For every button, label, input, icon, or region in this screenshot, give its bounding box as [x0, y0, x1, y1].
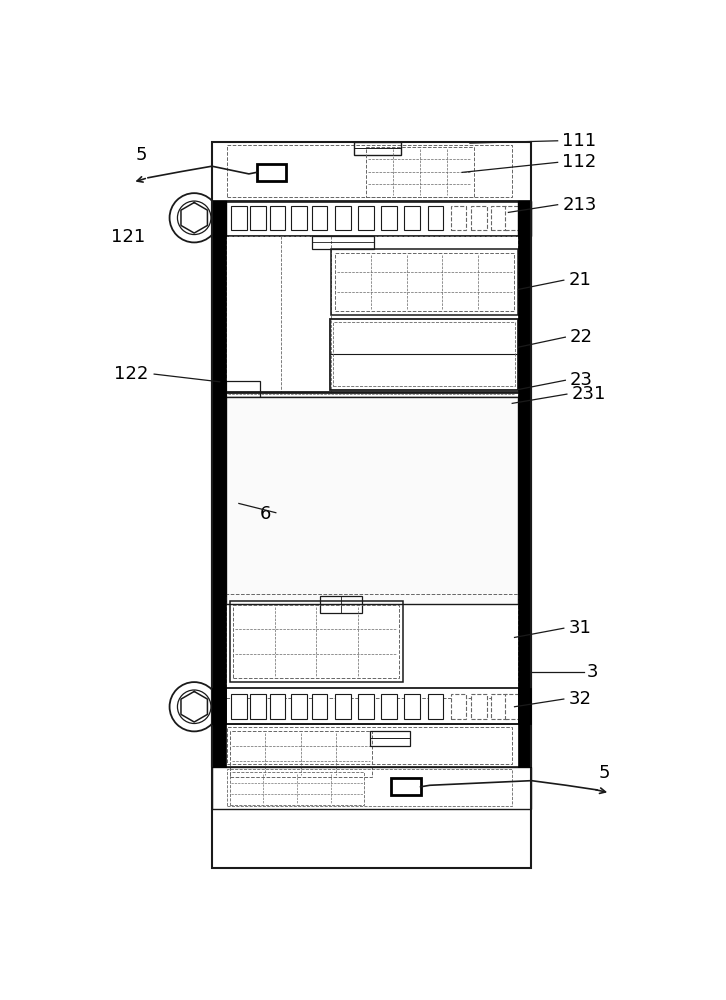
Bar	[231, 206, 247, 230]
Bar	[312, 694, 327, 719]
Bar	[333, 322, 515, 386]
Bar	[226, 594, 518, 698]
Bar	[518, 688, 531, 724]
Bar	[354, 142, 401, 155]
Bar	[212, 142, 531, 202]
Bar	[370, 731, 409, 746]
Text: 23: 23	[570, 371, 593, 389]
Bar	[358, 206, 374, 230]
Bar	[229, 772, 364, 805]
Bar	[451, 206, 466, 230]
Bar	[428, 206, 443, 230]
Bar	[227, 727, 513, 764]
Bar	[226, 381, 261, 403]
Bar	[256, 164, 286, 181]
Bar	[381, 694, 396, 719]
Bar	[229, 731, 372, 777]
Text: 31: 31	[568, 619, 591, 637]
Bar	[492, 694, 507, 719]
Text: 5: 5	[135, 146, 147, 164]
Text: 5: 5	[598, 764, 610, 782]
Bar	[505, 206, 520, 230]
Bar	[212, 201, 226, 767]
Text: 6: 6	[260, 505, 272, 523]
Bar	[212, 688, 531, 724]
Bar	[212, 688, 226, 724]
Bar	[471, 206, 487, 230]
Bar	[291, 694, 306, 719]
Text: 213: 213	[562, 196, 597, 214]
Text: 112: 112	[562, 153, 597, 171]
Bar	[471, 694, 487, 719]
Bar	[212, 724, 531, 767]
Bar	[226, 235, 518, 601]
Bar	[335, 694, 351, 719]
Bar	[312, 206, 327, 230]
Bar	[212, 201, 531, 235]
Bar	[330, 319, 518, 389]
Bar	[505, 694, 520, 719]
Bar	[404, 206, 420, 230]
Bar	[331, 249, 518, 315]
Bar	[250, 206, 266, 230]
Bar	[366, 147, 474, 197]
Bar	[229, 601, 403, 682]
Bar	[358, 694, 374, 719]
Bar	[291, 206, 306, 230]
Bar	[312, 235, 374, 249]
Text: 121: 121	[110, 228, 145, 246]
Bar	[335, 206, 351, 230]
Text: 22: 22	[570, 328, 593, 346]
Text: 3: 3	[587, 663, 598, 681]
Bar	[492, 206, 507, 230]
Bar	[451, 694, 466, 719]
Text: 111: 111	[562, 132, 596, 150]
Bar	[212, 142, 531, 868]
Text: 231: 231	[571, 385, 606, 403]
Bar	[212, 201, 226, 235]
Bar	[250, 694, 266, 719]
Bar	[518, 201, 531, 767]
Text: 32: 32	[568, 690, 592, 708]
Bar	[269, 206, 285, 230]
Bar	[227, 769, 513, 806]
Bar	[269, 694, 285, 719]
Bar	[335, 253, 514, 311]
Bar	[231, 694, 247, 719]
Text: 122: 122	[114, 365, 148, 383]
Bar	[234, 605, 399, 678]
Bar	[212, 767, 531, 809]
Bar	[319, 596, 362, 613]
Bar	[404, 694, 420, 719]
Bar	[391, 778, 420, 795]
Bar	[226, 397, 518, 604]
Bar	[227, 145, 513, 197]
Text: 21: 21	[568, 271, 591, 289]
Bar	[381, 206, 396, 230]
Bar	[428, 694, 443, 719]
Bar	[518, 201, 531, 235]
